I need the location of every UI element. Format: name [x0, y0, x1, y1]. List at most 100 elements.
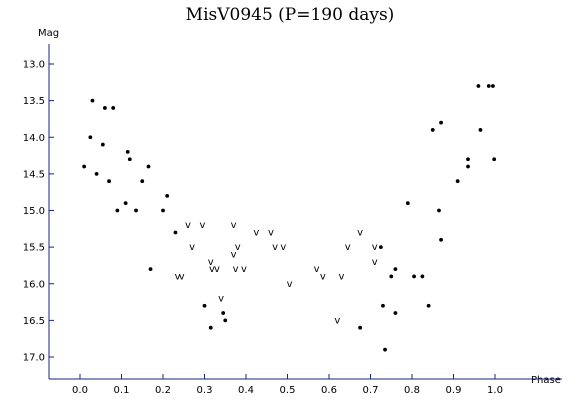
- data-point: [412, 274, 416, 279]
- data-point: [476, 84, 481, 88]
- data-point: [140, 179, 145, 184]
- y-tick-label: 16.0: [23, 279, 45, 290]
- upper-limit-point: v: [372, 257, 378, 268]
- data-point: [420, 274, 425, 279]
- y-ticks: 13.0 13.5 14.0 14.5 15.0 15.5 16.0 16.5 17.0: [23, 60, 54, 364]
- data-point: [208, 325, 213, 330]
- data-point: [173, 230, 178, 235]
- upper-limit-point: v: [345, 242, 351, 253]
- upper-limit-point: v: [231, 220, 237, 231]
- data-point: [123, 201, 128, 206]
- data-point: [437, 208, 441, 213]
- upper-limit-point: v: [338, 271, 344, 282]
- data-point: [221, 311, 226, 315]
- y-tick-label: 14.0: [23, 133, 45, 144]
- data-point: [439, 237, 443, 242]
- upper-limit-point: v: [185, 220, 191, 231]
- data-point: [383, 347, 387, 352]
- data-point: [202, 303, 207, 308]
- data-point: [405, 201, 410, 206]
- y-axis-label: Mag: [38, 28, 59, 39]
- upper-limit-point: v: [214, 264, 220, 275]
- data-point: [148, 267, 153, 271]
- y-tick-label: 17.0: [23, 353, 45, 364]
- upper-limit-point: v: [272, 242, 278, 253]
- data-point: [125, 150, 130, 154]
- y-tick-label: 13.0: [23, 60, 45, 71]
- upper-limit-point: v: [175, 271, 181, 282]
- upper-limit-point: v: [241, 264, 247, 275]
- data-point: [486, 84, 491, 88]
- x-tick-label: 0.8: [404, 385, 420, 396]
- upper-limit-point: v: [372, 242, 378, 253]
- data-point: [439, 120, 443, 125]
- x-axis-label: Phase: [531, 375, 561, 386]
- x-tick-label: 0.7: [363, 385, 379, 396]
- data-point: [430, 128, 435, 132]
- data-point: [82, 164, 87, 169]
- upper-limit-point: v: [320, 271, 326, 282]
- y-tick-label: 15.0: [23, 206, 45, 217]
- data-point: [455, 179, 460, 184]
- x-tick-label: 0.3: [197, 385, 213, 396]
- data-point: [466, 157, 470, 162]
- x-tick-label: 0.4: [238, 385, 254, 396]
- upper-limit-point: v: [287, 279, 293, 290]
- x-tick-label: 0.2: [155, 385, 171, 396]
- y-tick-label: 13.5: [23, 96, 45, 107]
- x-tick-label: 1.0: [487, 385, 503, 396]
- data-point: [491, 84, 495, 88]
- y-tick-label: 14.5: [23, 169, 45, 180]
- upper-limit-point: v: [199, 220, 205, 231]
- data-point: [115, 208, 120, 213]
- upper-limit-point: v: [233, 264, 239, 275]
- data-point: [94, 171, 99, 176]
- data-point: [378, 245, 383, 250]
- upper-limit-point: v: [357, 227, 363, 238]
- x-tick-label: 0.1: [114, 385, 130, 396]
- upper-limit-point: v: [209, 264, 215, 275]
- data-point: [223, 318, 228, 323]
- data-point: [103, 106, 107, 110]
- data-point: [88, 135, 93, 140]
- data-point: [393, 311, 398, 315]
- x-tick-label: 0.6: [321, 385, 337, 396]
- data-point: [107, 179, 111, 184]
- data-point: [165, 193, 170, 198]
- upper-limit-point: v: [253, 227, 259, 238]
- upper-limit-point: v: [189, 242, 195, 253]
- chart-title: MisV0945 (P=190 days): [186, 5, 395, 25]
- data-point: [146, 164, 151, 169]
- data-point: [466, 164, 470, 169]
- y-tick-label: 15.5: [23, 243, 45, 254]
- upper-limit-point: v: [268, 227, 274, 238]
- upper-limit-point: v: [235, 242, 241, 253]
- data-point: [111, 106, 116, 110]
- upper-limit-point: v: [280, 242, 286, 253]
- data-point: [381, 303, 385, 308]
- data-point: [389, 274, 394, 279]
- data-point: [426, 303, 431, 308]
- x-tick-label: 0.5: [280, 385, 296, 396]
- x-tick-label: 0.9: [446, 385, 462, 396]
- data-point: [161, 208, 165, 213]
- upper-limit-point: v: [334, 315, 340, 326]
- x-tick-label: 0.0: [72, 385, 88, 396]
- data-point: [492, 157, 497, 162]
- upper-limit-point: v: [314, 264, 320, 275]
- data-point: [127, 157, 132, 162]
- data-point: [90, 98, 95, 103]
- data-point: [100, 142, 105, 147]
- upper-limit-point: v: [218, 293, 224, 304]
- upper-limit-point: v: [208, 257, 214, 268]
- x-ticks: 0.0 0.1 0.2 0.3 0.4 0.5 0.6 0.7 0.8 0.9 1.0: [72, 374, 503, 396]
- data-point: [358, 325, 363, 330]
- y-tick-label: 16.5: [23, 316, 45, 327]
- data-point: [478, 128, 483, 132]
- data-point: [134, 208, 138, 213]
- data-point: [393, 267, 398, 271]
- upper-limit-point: v: [231, 249, 237, 260]
- upper-limit-point: v: [179, 271, 185, 282]
